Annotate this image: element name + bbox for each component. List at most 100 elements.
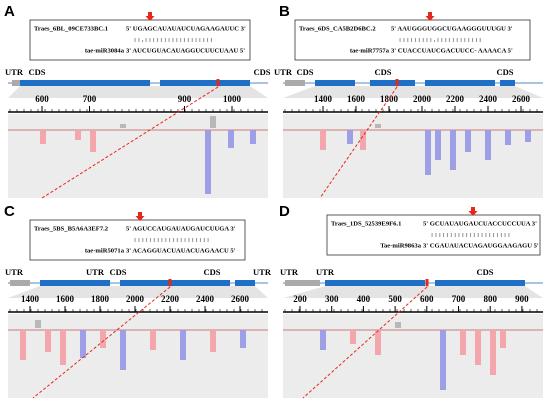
read-block bbox=[320, 330, 326, 350]
tick-label: 2000 bbox=[413, 94, 432, 104]
read-block bbox=[375, 124, 381, 128]
gene-label: UTR bbox=[5, 267, 24, 277]
read-block bbox=[450, 130, 456, 170]
pairing: : : : : : : : : : . : : : : : : : : : : … bbox=[399, 37, 481, 44]
panel: B Traes_6DS_CA5B2D6BC.2 5' AAUGGGUGGCUGAAG… bbox=[274, 3, 543, 199]
target-seq: 5' AAUGGGUGGCUGAAGGGUUUGU 3' bbox=[391, 26, 513, 33]
tick-label: 500 bbox=[388, 294, 402, 304]
tick-label: 1800 bbox=[380, 94, 399, 104]
tick-label: 2200 bbox=[446, 94, 465, 104]
read-block bbox=[45, 330, 51, 352]
pairing-box bbox=[294, 19, 531, 61]
gene-block bbox=[20, 80, 150, 86]
read-block bbox=[120, 124, 126, 128]
read-block bbox=[350, 330, 356, 344]
pairing: : : . : : : : : : : : : : : : : : : : : … bbox=[134, 37, 213, 44]
tick-label: 900 bbox=[178, 94, 192, 104]
gene-block bbox=[10, 280, 30, 286]
plot-area bbox=[283, 114, 543, 198]
read-block bbox=[320, 130, 326, 150]
read-block bbox=[435, 130, 441, 160]
tick-label: 700 bbox=[452, 294, 466, 304]
tick-label: 300 bbox=[325, 294, 339, 304]
gene-label: UTR bbox=[86, 267, 105, 277]
panel-label: B bbox=[279, 3, 290, 20]
mirna-name: Tae-miR9863a bbox=[380, 243, 421, 250]
gene-label: UTR bbox=[5, 67, 24, 77]
target-seq: 5' UGAGCAUAUAUCUAGAAGAUUC 3' bbox=[126, 26, 246, 33]
mirna-seq: 3' ACAGGUACUAUACUAGAACU 5' bbox=[126, 248, 236, 255]
cleavage-arrow bbox=[468, 207, 478, 216]
gene-block bbox=[120, 280, 230, 286]
read-block bbox=[505, 130, 511, 145]
gene-block bbox=[500, 80, 515, 86]
read-block bbox=[20, 330, 26, 360]
gene-label: UTR bbox=[316, 267, 335, 277]
zoom bbox=[8, 286, 268, 298]
tick-label: 900 bbox=[515, 294, 529, 304]
gene-block bbox=[235, 280, 255, 286]
tick-label: 1600 bbox=[56, 294, 75, 304]
cleavage-guide bbox=[32, 286, 171, 399]
zoom bbox=[283, 86, 543, 98]
mirna-name: tae-miR5071a bbox=[85, 248, 125, 255]
transcript-name: Traes_5BS_B5A6A3EF7.2 bbox=[34, 226, 109, 233]
pairing: : : : : : : : : : : : : : : : : : : : : … bbox=[431, 232, 510, 239]
panel: D Traes_1DS_52539E9F6.1 5' GCUAUAUGAUCUACC… bbox=[279, 203, 543, 399]
panel: A Traes_6BL_09CE733BC.1 5' UGAGCAUAUAUCUAG… bbox=[4, 3, 271, 199]
gene-label: CDS bbox=[296, 67, 313, 77]
zoom bbox=[283, 286, 543, 298]
mirna-seq: 3' AUCUGUACAUAGGUCUUCUAAU 5' bbox=[126, 48, 245, 55]
read-block bbox=[475, 330, 481, 365]
pairing: : : : : : : : : : : : : : : : : : : : : bbox=[134, 237, 209, 244]
cleavage-arrow bbox=[145, 12, 155, 21]
tick-label: 200 bbox=[293, 294, 307, 304]
transcript-name: Traes_6BL_09CE733BC.1 bbox=[34, 26, 108, 33]
cleavage-arrow bbox=[135, 212, 145, 221]
tick-label: 600 bbox=[35, 94, 49, 104]
panel-label: C bbox=[4, 203, 15, 220]
gene-label: CDS bbox=[109, 267, 126, 277]
read-block bbox=[250, 130, 256, 144]
read-block bbox=[80, 330, 86, 358]
target-seq: 5' AGUCCAUGAUAUGAUCUUGA 3' bbox=[126, 226, 236, 233]
read-block bbox=[465, 130, 471, 152]
gene-block bbox=[315, 80, 355, 86]
tick-label: 2400 bbox=[196, 294, 215, 304]
read-block bbox=[360, 130, 366, 150]
read-block bbox=[210, 116, 216, 128]
tick-label: 1000 bbox=[223, 94, 242, 104]
read-block bbox=[150, 330, 156, 350]
cleavage-site bbox=[216, 79, 220, 87]
gene-label: CDS bbox=[28, 67, 45, 77]
read-block bbox=[180, 330, 186, 360]
zoom bbox=[8, 86, 268, 98]
read-block bbox=[35, 320, 41, 328]
cleavage-guide bbox=[319, 86, 398, 199]
tick-label: 600 bbox=[420, 294, 434, 304]
transcript-name: Traes_6DS_CA5B2D6BC.2 bbox=[299, 26, 376, 33]
tick-label: 1400 bbox=[314, 94, 333, 104]
gene-block bbox=[435, 280, 525, 286]
gene-label: UTR bbox=[274, 67, 293, 77]
cleavage-site bbox=[425, 279, 429, 287]
tick-label: 1800 bbox=[91, 294, 110, 304]
cleavage-site bbox=[395, 79, 399, 87]
pairing-box bbox=[29, 19, 251, 61]
target-seq: 5' GCUAUAUGAUCUACCUCCUUA 3' bbox=[423, 221, 537, 228]
pairing-box bbox=[326, 214, 541, 256]
cleavage-site bbox=[168, 279, 172, 287]
gene-label: UTR bbox=[253, 267, 272, 277]
read-block bbox=[440, 330, 446, 390]
gene-block bbox=[160, 80, 250, 86]
plot-area bbox=[8, 314, 268, 398]
read-block bbox=[490, 330, 496, 375]
mirna-name: tae-miR7757a bbox=[350, 48, 390, 55]
cleavage-guide bbox=[302, 286, 428, 399]
read-block bbox=[425, 130, 431, 175]
read-block bbox=[60, 330, 66, 365]
gene-block bbox=[40, 280, 110, 286]
gene-block bbox=[285, 80, 305, 86]
gene-label: UTR bbox=[280, 267, 299, 277]
